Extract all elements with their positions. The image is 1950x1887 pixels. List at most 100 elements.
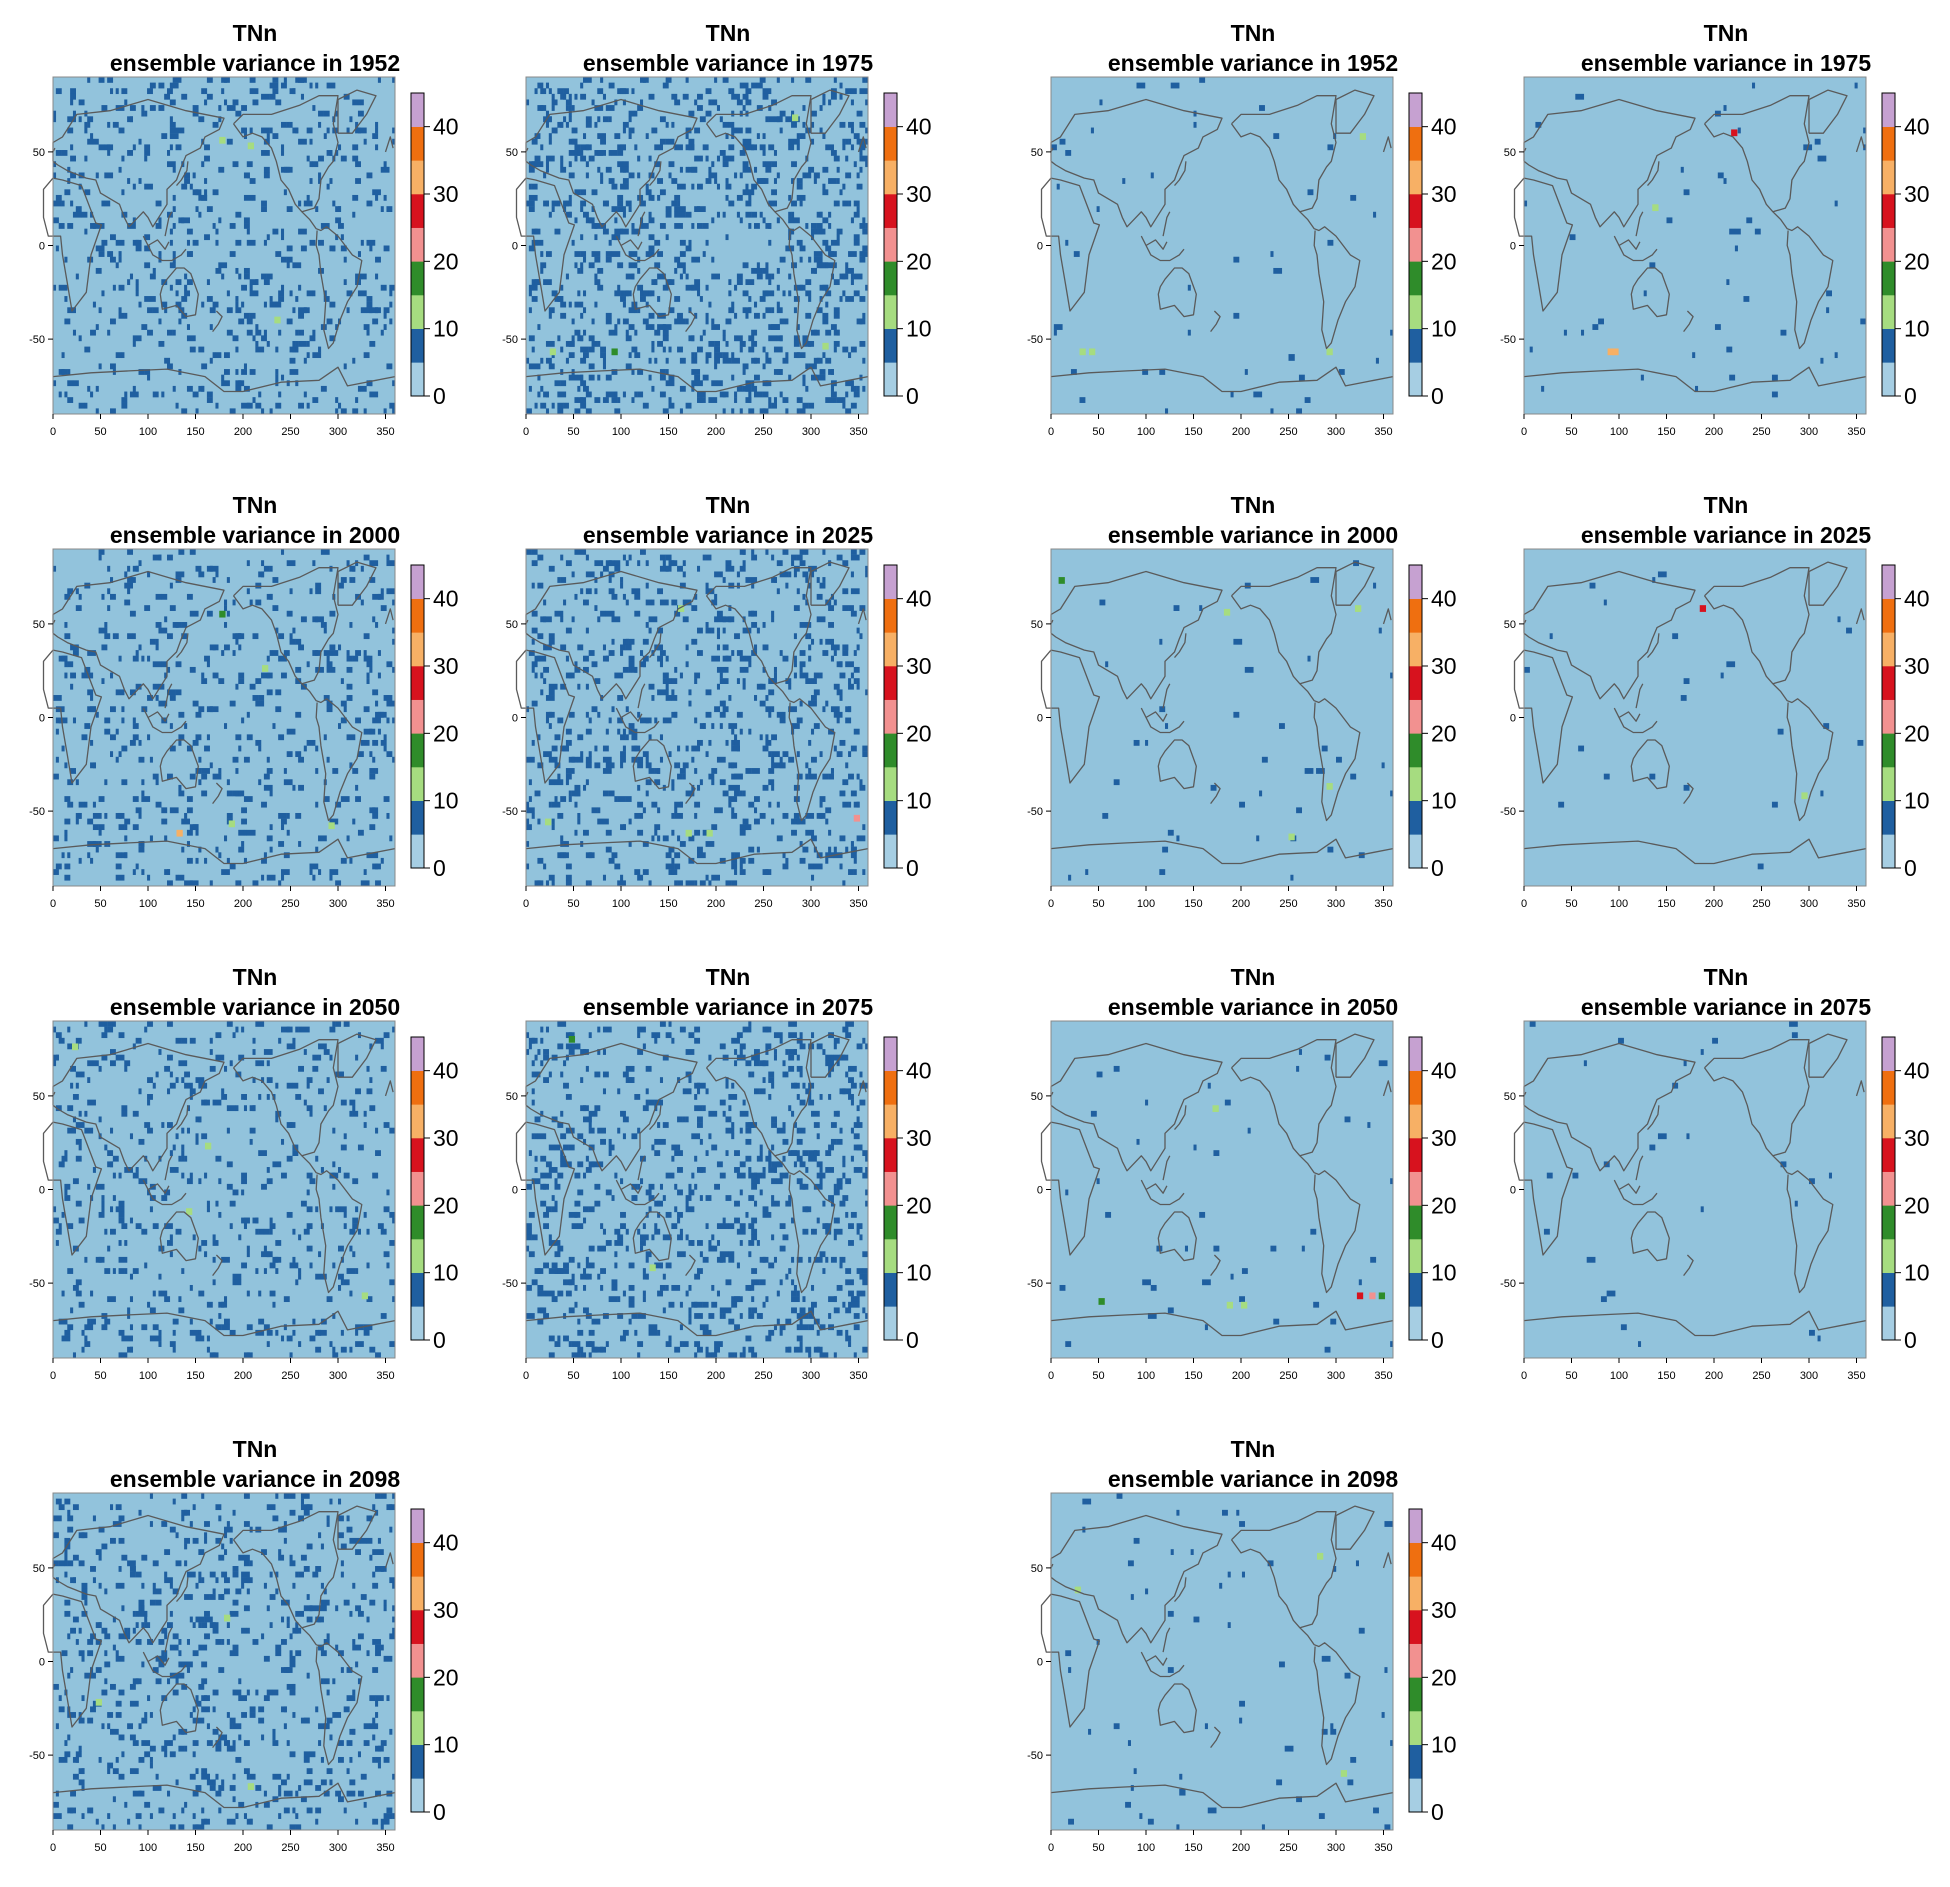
heatmap-cell <box>605 728 609 735</box>
heatmap-cell <box>298 1234 302 1241</box>
heatmap-cell <box>802 121 806 128</box>
heatmap-cell <box>779 756 783 763</box>
heatmap-cell <box>286 560 296 567</box>
heatmap-cell <box>722 352 729 359</box>
heatmap-cell <box>186 335 190 342</box>
y-tick-label: 50 <box>33 619 45 631</box>
coastline <box>52 1042 225 1172</box>
heatmap-cell <box>326 700 333 707</box>
heatmap-cell <box>597 166 601 173</box>
heatmap-cell <box>771 1116 777 1123</box>
heatmap-cell <box>796 1155 803 1162</box>
heatmap-cell <box>195 1335 205 1342</box>
heatmap-cell <box>198 1178 202 1185</box>
heatmap-cell <box>614 1240 624 1246</box>
legend-bin <box>411 1306 424 1341</box>
heatmap-cell <box>711 256 715 263</box>
heatmap-cell <box>246 1251 250 1258</box>
heatmap-cell <box>132 1043 136 1050</box>
heatmap-cell <box>691 166 698 173</box>
heatmap-cell-high <box>678 605 685 612</box>
heatmap-cell <box>805 223 809 229</box>
heatmap-cell <box>819 1251 826 1258</box>
heatmap-cell <box>58 717 68 724</box>
heatmap-cell <box>685 211 692 218</box>
heatmap-cell <box>560 616 564 623</box>
legend-bin <box>411 1239 424 1273</box>
x-tick-label: 300 <box>1800 426 1818 438</box>
heatmap-cell <box>243 857 247 864</box>
heatmap-cell <box>665 138 669 145</box>
heatmap-cell-high <box>1288 833 1295 841</box>
heatmap-cell <box>830 239 840 246</box>
heatmap-cell <box>320 622 324 628</box>
heatmap-cell <box>839 863 843 870</box>
heatmap-cell <box>127 549 133 555</box>
x-tick-label: 200 <box>707 426 725 438</box>
heatmap-cell <box>306 739 313 746</box>
heatmap-cell <box>295 340 299 347</box>
heatmap-cell <box>833 307 840 314</box>
heatmap-cell <box>850 1065 857 1072</box>
heatmap-cell <box>110 593 116 600</box>
legend-tick-label: 10 <box>433 788 459 814</box>
heatmap-cell <box>617 200 624 207</box>
heatmap-cell <box>92 812 102 819</box>
heatmap-cell <box>155 593 162 600</box>
heatmap-cell <box>819 751 823 758</box>
heatmap-cell <box>1857 739 1864 746</box>
heatmap-cell <box>1338 369 1345 375</box>
heatmap-cell <box>605 166 612 173</box>
x-tick-label: 350 <box>1374 898 1392 910</box>
heatmap-cell <box>1159 869 1166 875</box>
heatmap-cell <box>563 402 567 409</box>
coastline <box>232 567 339 685</box>
heatmap-cell <box>711 324 720 330</box>
heatmap-cell <box>697 183 703 190</box>
heatmap-cell <box>568 352 575 359</box>
heatmap-cell <box>169 116 173 123</box>
heatmap-cell <box>545 1206 552 1213</box>
legend-bin <box>884 160 897 195</box>
heatmap-cell <box>548 801 552 808</box>
coastline <box>1523 98 1696 228</box>
heatmap-cell <box>392 1296 396 1303</box>
heatmap-cell <box>825 1054 832 1061</box>
heatmap-cell <box>380 166 390 173</box>
heatmap-cell <box>848 773 854 780</box>
heatmap-cell <box>326 183 330 190</box>
heatmap-cell <box>773 1049 777 1055</box>
heatmap-cell <box>201 678 208 684</box>
legend-tick-label: 30 <box>433 181 459 207</box>
heatmap-cell <box>657 340 663 347</box>
heatmap-cell <box>796 133 800 139</box>
heatmap-cell <box>195 824 199 831</box>
heatmap-cell <box>318 1329 322 1336</box>
heatmap-cell <box>853 678 857 684</box>
heatmap-cell <box>53 217 59 224</box>
heatmap-cell <box>369 852 379 859</box>
heatmap-cell <box>158 1290 162 1297</box>
heatmap-cell <box>252 633 259 640</box>
heatmap-cell <box>617 717 624 724</box>
heatmap-cell <box>565 105 569 111</box>
heatmap-cell <box>580 267 584 274</box>
heatmap-cell <box>186 385 193 392</box>
y-tick-label: 0 <box>1510 241 1516 253</box>
heatmap-cell-high <box>186 1208 193 1215</box>
heatmap-cell <box>585 1065 589 1072</box>
heatmap-cell <box>278 880 282 887</box>
heatmap-cell <box>272 77 279 83</box>
heatmap-cell <box>845 1032 852 1039</box>
heatmap-cell <box>591 1161 595 1168</box>
heatmap-cell <box>343 1279 350 1286</box>
heatmap-cell <box>728 784 738 791</box>
heatmap-cell <box>862 1150 869 1156</box>
heatmap-cell <box>366 1065 370 1072</box>
heatmap-cell <box>534 1155 538 1162</box>
heatmap-cell <box>625 200 632 207</box>
heatmap-cell <box>674 863 681 870</box>
heatmap-cell <box>711 655 718 662</box>
heatmap-cell <box>694 374 701 381</box>
heatmap-cell <box>716 616 726 623</box>
